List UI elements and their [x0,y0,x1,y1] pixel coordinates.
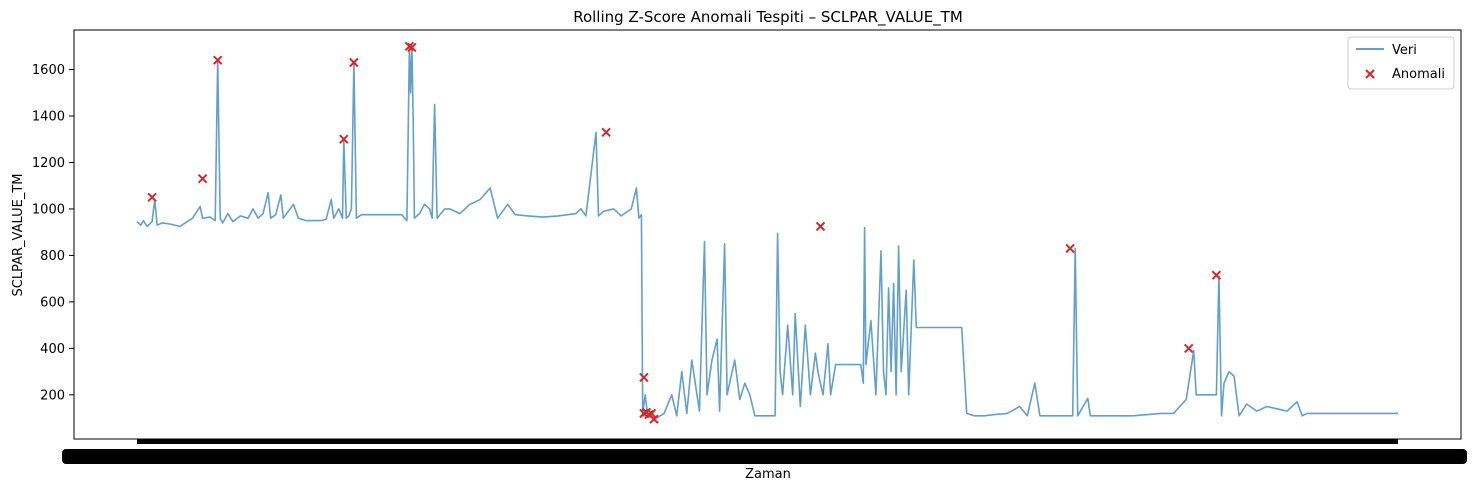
legend-label-anomali: Anomali [1392,67,1445,82]
legend-label-veri: Veri [1392,43,1417,58]
anomaly-point [646,408,657,419]
plot-area [136,41,1398,424]
plot-frame [73,29,1462,440]
x-tick-label-band [62,449,1467,464]
anomaly-point [212,55,223,65]
y-tick-label: 1200 [32,156,65,171]
anomaly-point [339,134,349,144]
y-tick-label: 1600 [32,63,65,78]
anomaly-point [1211,270,1222,280]
anomaly-point [815,221,826,232]
anomaly-point [1183,343,1194,354]
anomaly-point [601,127,611,138]
y-tick-label: 800 [40,249,65,264]
x-axis [62,439,1467,464]
anomaly-point [147,192,157,203]
legend: Veri Anomali [1347,36,1455,90]
chart-title: Rolling Z-Score Anomali Tespiti – SCLPAR… [573,8,963,27]
y-axis: 200 400 600 800 1000 1200 1400 1600 [32,63,74,403]
y-tick-label: 200 [40,388,65,403]
y-tick-label: 1400 [32,109,65,124]
anomaly-point [349,57,359,68]
anomaly-point [197,173,208,184]
y-tick-label: 600 [40,295,65,310]
series-line-veri [136,45,1398,419]
y-axis-title: SCLPAR_VALUE_TM [11,174,26,297]
anomaly-point [639,372,649,383]
anomaly-point [649,414,659,424]
anomaly-point [1065,243,1075,254]
legend-marker-anomali [1365,69,1375,79]
y-tick-label: 400 [40,342,65,357]
x-tick-band [137,439,1398,444]
y-tick-label: 1000 [32,202,65,217]
anomaly-point [407,42,417,53]
x-axis-title: Zaman [745,467,791,482]
